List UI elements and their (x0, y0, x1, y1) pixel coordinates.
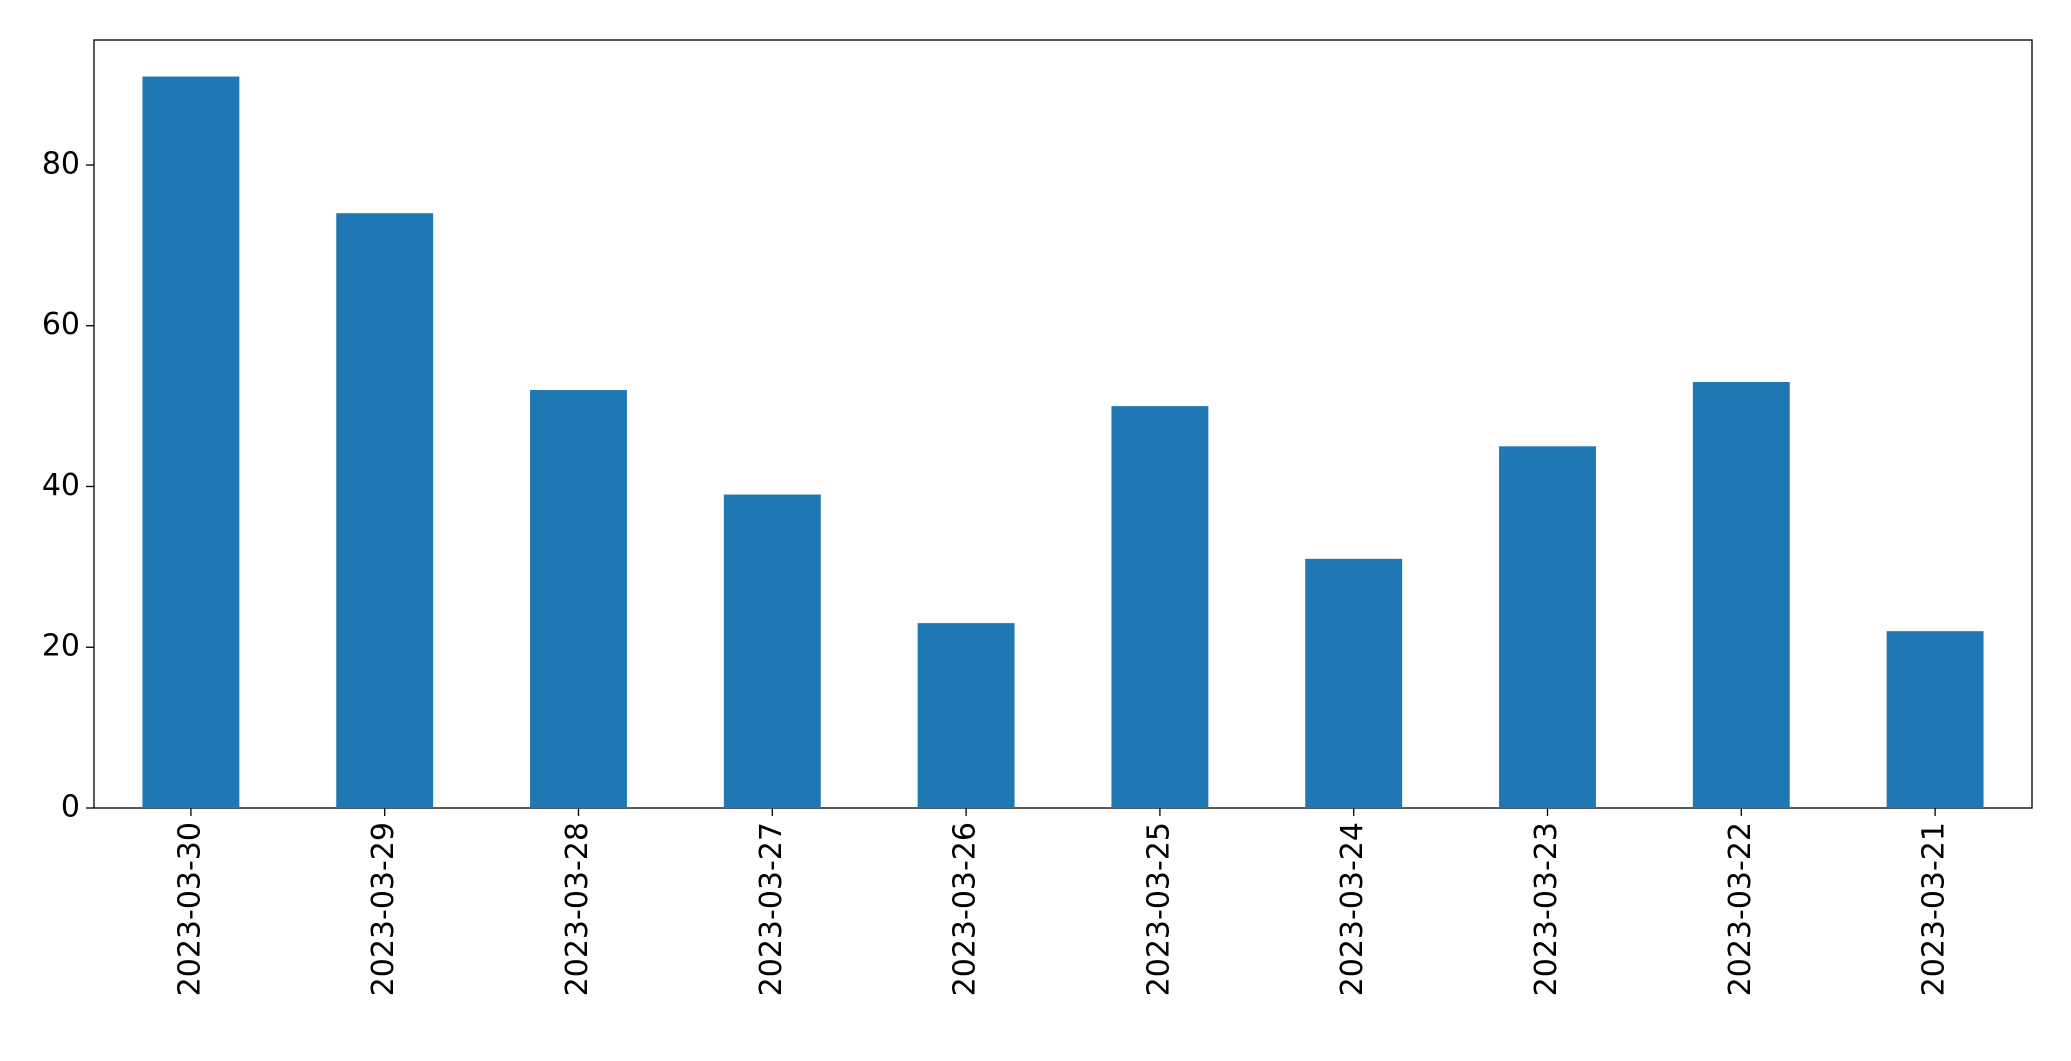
y-tick-label: 20 (42, 629, 80, 664)
x-tick-label: 2023-03-24 (1335, 822, 1370, 996)
bar (1886, 631, 1984, 808)
x-tick-label: 2023-03-27 (754, 822, 789, 996)
y-tick-label: 40 (42, 468, 80, 503)
y-tick-label: 0 (61, 790, 80, 825)
bar (1499, 446, 1596, 808)
bar (336, 213, 434, 809)
bar (1692, 382, 1790, 808)
x-tick-label: 2023-03-25 (1141, 822, 1176, 996)
x-tick-label: 2023-03-26 (948, 822, 983, 996)
bar (530, 390, 627, 808)
x-tick-label: 2023-03-21 (1917, 822, 1952, 996)
bar (723, 494, 821, 808)
y-tick-label: 60 (42, 307, 80, 342)
bar (1305, 558, 1403, 808)
x-tick-label: 2023-03-28 (560, 822, 595, 996)
x-tick-label: 2023-03-30 (172, 822, 207, 996)
x-tick-label: 2023-03-29 (366, 822, 401, 996)
plot-frame (93, 39, 2033, 809)
bar (1111, 406, 1209, 808)
x-tick-label: 2023-03-23 (1529, 822, 1564, 996)
bar (142, 76, 240, 809)
y-tick-label: 80 (42, 146, 80, 181)
bar (917, 623, 1015, 808)
x-tick-label: 2023-03-22 (1723, 822, 1758, 996)
